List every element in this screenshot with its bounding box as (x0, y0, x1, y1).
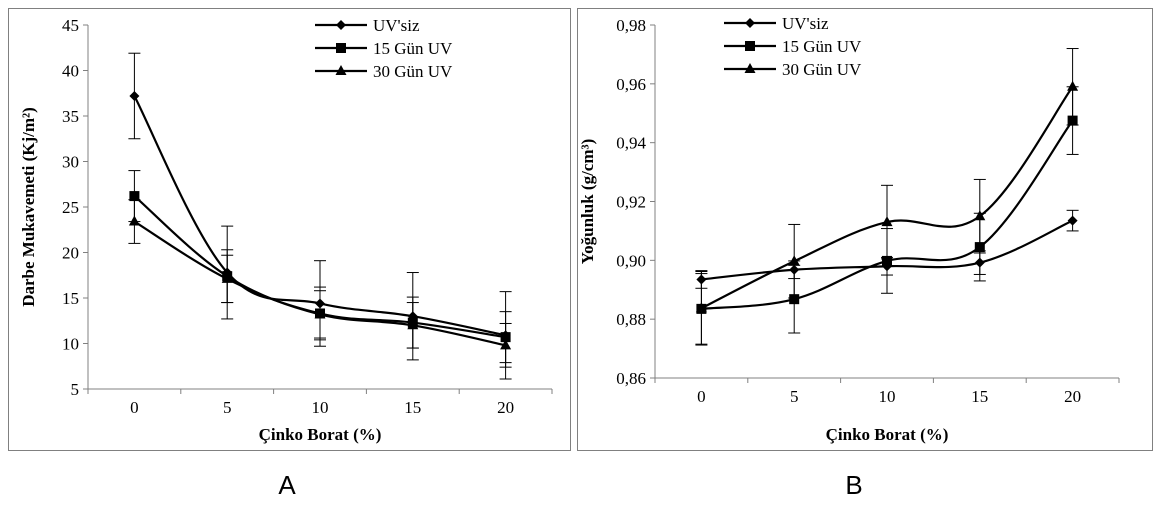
data-point-triangle (500, 339, 512, 350)
legend-marker-diamond (745, 18, 755, 28)
data-point-triangle (314, 308, 326, 319)
y-tick-label: 0,94 (616, 134, 646, 153)
y-tick-label: 10 (62, 335, 79, 354)
x-tick-label: 15 (404, 398, 421, 417)
data-point-diamond (1067, 215, 1078, 226)
legend-label: 15 Gün UV (782, 37, 862, 56)
legend-label: 30 Gün UV (373, 62, 453, 81)
chart-panel-a: 5 10 15 20 25 30 35 40 45 0 5 10 15 20 Çinko Borat (%)… (0, 0, 571, 452)
y-axis-label: Darbe Mukavemeti (Kj/m²) (19, 107, 38, 307)
data-point-triangle (128, 215, 140, 226)
y-tick-label: 0,98 (616, 16, 646, 35)
legend-label: 30 Gün UV (782, 60, 862, 79)
y-tick-label: 5 (71, 380, 80, 399)
y-tick-label: 0,88 (616, 310, 646, 329)
y-tick-label: 0,86 (616, 369, 646, 388)
data-point-triangle (881, 216, 893, 227)
x-tick-label: 10 (312, 398, 329, 417)
chart-b-border (577, 8, 1153, 451)
x-tick-label: 0 (130, 398, 139, 417)
y-tick-label: 0,92 (616, 193, 646, 212)
y-tick-label: 35 (62, 107, 79, 126)
x-axis-label: Çinko Borat (%) (826, 425, 949, 444)
y-tick-label: 20 (62, 244, 79, 263)
y-tick-label: 15 (62, 289, 79, 308)
series-line (133, 95, 506, 337)
data-point-square (789, 294, 800, 305)
legend-marker-triangle (335, 65, 347, 75)
x-tick-label: 10 (879, 387, 896, 406)
y-tick-label: 0,90 (616, 251, 646, 270)
legend-marker-triangle (744, 63, 756, 73)
x-tick-label: 5 (790, 387, 799, 406)
chart-panel-b: 0,86 0,88 0,90 0,92 0,94 0,96 0,98 0 5 10 15 20 Çink… (577, 0, 1154, 452)
x-tick-label: 20 (1064, 387, 1081, 406)
y-tick-label: 40 (62, 62, 79, 81)
y-tick-label: 45 (62, 16, 79, 35)
legend-label: UV'siz (373, 16, 420, 35)
data-point-square (129, 191, 140, 202)
panel-label-a: A (278, 470, 296, 500)
data-point-triangle (788, 255, 800, 266)
chart-a-border (8, 8, 571, 451)
x-axis-label: Çinko Borat (%) (259, 425, 382, 444)
series-triangle (695, 48, 1079, 346)
series-triangle (128, 199, 512, 368)
x-tick-label: 0 (697, 387, 706, 406)
legend-label: 15 Gün UV (373, 39, 453, 58)
data-point-square (882, 255, 892, 266)
data-point-triangle (221, 272, 233, 283)
chart-b-svg: 0,86 0,88 0,90 0,92 0,94 0,96 0,98 0 5 10 15 20 Çink… (577, 8, 1153, 451)
x-tick-label: 5 (223, 398, 232, 417)
y-tick-label: 30 (62, 153, 79, 172)
legend-label: UV'siz (782, 14, 829, 33)
data-point-triangle (974, 210, 986, 221)
chart-a-svg: 5 10 15 20 25 30 35 40 45 0 5 10 15 20 Çinko Borat (%)… (8, 8, 571, 451)
panel-label-b: B (845, 470, 863, 500)
legend-marker-diamond (336, 20, 346, 30)
x-tick-label: 15 (971, 387, 988, 406)
data-point-triangle (1067, 80, 1079, 91)
legend-marker-square (745, 41, 755, 51)
y-tick-label: 25 (62, 198, 79, 217)
data-point-triangle (407, 319, 419, 330)
x-tick-label: 20 (497, 398, 514, 417)
data-point-diamond (129, 90, 140, 101)
legend-marker-square (336, 43, 346, 53)
y-tick-label: 0,96 (616, 75, 646, 94)
y-axis-label: Yoğunluk (g/cm³) (578, 139, 597, 265)
data-point-triangle (695, 302, 707, 313)
